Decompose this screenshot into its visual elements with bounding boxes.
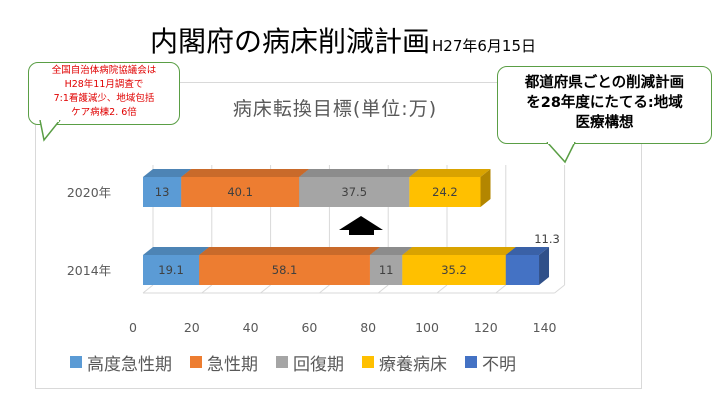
legend-item-unknown: 不明: [465, 350, 516, 375]
data-label: 11: [379, 263, 394, 277]
legend-item-high-acute: 高度急性期: [70, 350, 172, 375]
x-tick-label: 40: [243, 320, 259, 335]
callout-left-line-4: ケア病棟2. 6倍: [71, 107, 137, 118]
legend-swatch: [70, 356, 82, 368]
bar-top: [409, 169, 491, 177]
x-tick-label: 60: [301, 320, 317, 335]
callout-right: 都道府県ごとの削減計画 を28年度にたてる:地域 医療構想: [497, 66, 712, 144]
x-tick-label: 20: [184, 320, 200, 335]
bar-segment: [181, 177, 300, 207]
data-label: 37.5: [341, 185, 367, 199]
bar-segment: [409, 177, 481, 207]
bar-side: [480, 169, 491, 207]
callout-left-tail: [39, 120, 61, 142]
legend-label: 急性期: [207, 354, 258, 375]
chart-title: 病床転換目標(単位:万): [232, 98, 438, 120]
legend-swatch: [362, 356, 374, 368]
callout-left-line-3: 7:1看護減少、地域包括: [53, 93, 155, 104]
x-tick-label: 0: [129, 320, 137, 335]
page-title-main: 内閣府の病床削減計画: [150, 25, 431, 58]
bar-side: [539, 247, 550, 285]
bar-segment: [199, 255, 370, 285]
data-label: 35.2: [441, 263, 467, 277]
gridline-floor: [201, 284, 213, 294]
callout-left: 全国自治体病院協議会は H28年11月調査で 7:1看護減少、地域包括 ケア病棟…: [28, 62, 180, 125]
data-label: 19.1: [158, 263, 184, 277]
legend-item-long-term: 療養病床: [362, 350, 447, 375]
x-tick-label: 100: [415, 320, 439, 335]
category-label: 2014年: [67, 263, 111, 278]
x-tick-label: 120: [474, 320, 498, 335]
data-label: 13: [155, 185, 170, 199]
callout-right-line-3: 医療構想: [575, 115, 634, 131]
x-tick-label: 80: [360, 320, 376, 335]
bar-segment: [299, 177, 410, 207]
legend-swatch: [190, 356, 202, 368]
bar-top: [505, 247, 550, 255]
x-tick-label: 140: [533, 320, 557, 335]
data-label: 40.1: [227, 185, 253, 199]
gridline-floor: [377, 284, 389, 294]
legend-swatch: [465, 356, 477, 368]
gridline-floor: [495, 284, 507, 294]
up-arrow-icon: [339, 216, 383, 235]
bar-segment: [143, 255, 200, 285]
legend-swatch: [276, 356, 288, 368]
callout-right-line-1: 都道府県ごとの削減計画: [524, 75, 685, 91]
gridline-floor: [142, 284, 154, 294]
gridline-floor: [554, 284, 565, 294]
bar-top: [369, 247, 413, 255]
bar-segment: [505, 255, 540, 285]
gridline-floor: [436, 284, 448, 294]
category-label: 2020年: [67, 185, 111, 200]
bar-top: [143, 169, 192, 177]
callout-right-tail: [546, 142, 576, 164]
legend-label: 高度急性期: [87, 354, 172, 375]
bar-top: [181, 169, 310, 177]
bar-top: [199, 247, 380, 255]
bar-top: [402, 247, 516, 255]
legend-item-acute: 急性期: [190, 350, 258, 375]
page-title-date: H27年6月15日: [432, 37, 537, 55]
data-label: 11.3: [534, 232, 560, 246]
data-label: 24.2: [432, 185, 458, 199]
gridline-floor: [319, 284, 330, 294]
legend-label: 療養病床: [379, 354, 447, 375]
legend-label: 回復期: [293, 354, 344, 375]
chart-legend: 高度急性期 急性期 回復期 療養病床 不明: [70, 348, 516, 376]
data-label: 58.1: [272, 263, 298, 277]
legend-item-recovery: 回復期: [276, 350, 344, 375]
legend-label: 不明: [482, 354, 516, 375]
page-title: 内閣府の病床削減計画 H27年6月15日: [150, 20, 536, 60]
gridline-floor: [260, 284, 271, 294]
bar-segment: [402, 255, 506, 285]
bar-top: [143, 247, 210, 255]
callout-left-line-1: 全国自治体病院協議会は: [51, 65, 157, 76]
bar-segment: [143, 177, 182, 207]
callout-right-line-2: を28年度にたてる:地域: [526, 95, 683, 111]
bar-segment: [369, 255, 403, 285]
bar-top: [299, 169, 420, 177]
callout-left-line-2: H28年11月調査で: [64, 79, 144, 90]
